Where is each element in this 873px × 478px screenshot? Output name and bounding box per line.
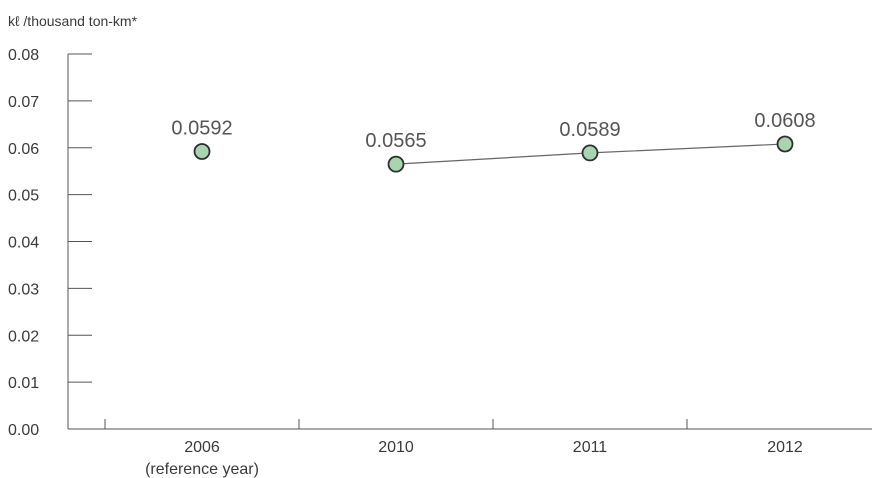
y-tick-label: 0.02 xyxy=(8,328,39,345)
x-tick-label: 2010 xyxy=(378,439,414,456)
data-label: 0.0608 xyxy=(754,110,815,132)
data-point xyxy=(776,135,794,153)
y-tick-label: 0.04 xyxy=(8,235,39,252)
data-label: 0.0565 xyxy=(365,130,426,152)
x-tick-sublabel: (reference year) xyxy=(145,461,259,478)
data-labels: 0.0592 0.0565 0.0589 0.0608 xyxy=(171,110,815,152)
data-label: 0.0592 xyxy=(171,118,232,140)
data-markers xyxy=(193,135,794,173)
y-axis: 0.00 0.01 0.02 0.03 0.04 0.05 0.06 0.07 0.08 xyxy=(8,47,92,439)
data-point xyxy=(581,144,599,162)
x-tick-label: 2006 xyxy=(184,439,220,456)
y-tick-label: 0.05 xyxy=(8,188,39,205)
x-axis: 2006 (reference year) 2010 2011 2012 xyxy=(68,419,872,478)
data-label: 0.0589 xyxy=(559,119,620,141)
x-tick-label: 2011 xyxy=(573,439,608,456)
y-tick-label: 0.03 xyxy=(8,281,39,298)
y-tick-label: 0.08 xyxy=(8,47,39,64)
data-point xyxy=(193,143,211,160)
y-axis-unit-label: kℓ /thousand ton-km* xyxy=(8,13,138,29)
data-point xyxy=(387,155,405,173)
y-tick-label: 0.07 xyxy=(8,94,39,111)
x-tick-label: 2012 xyxy=(767,439,803,456)
y-tick-label: 0.01 xyxy=(8,375,39,392)
y-tick-label: 0.00 xyxy=(8,422,39,439)
y-tick-label: 0.06 xyxy=(8,141,39,158)
